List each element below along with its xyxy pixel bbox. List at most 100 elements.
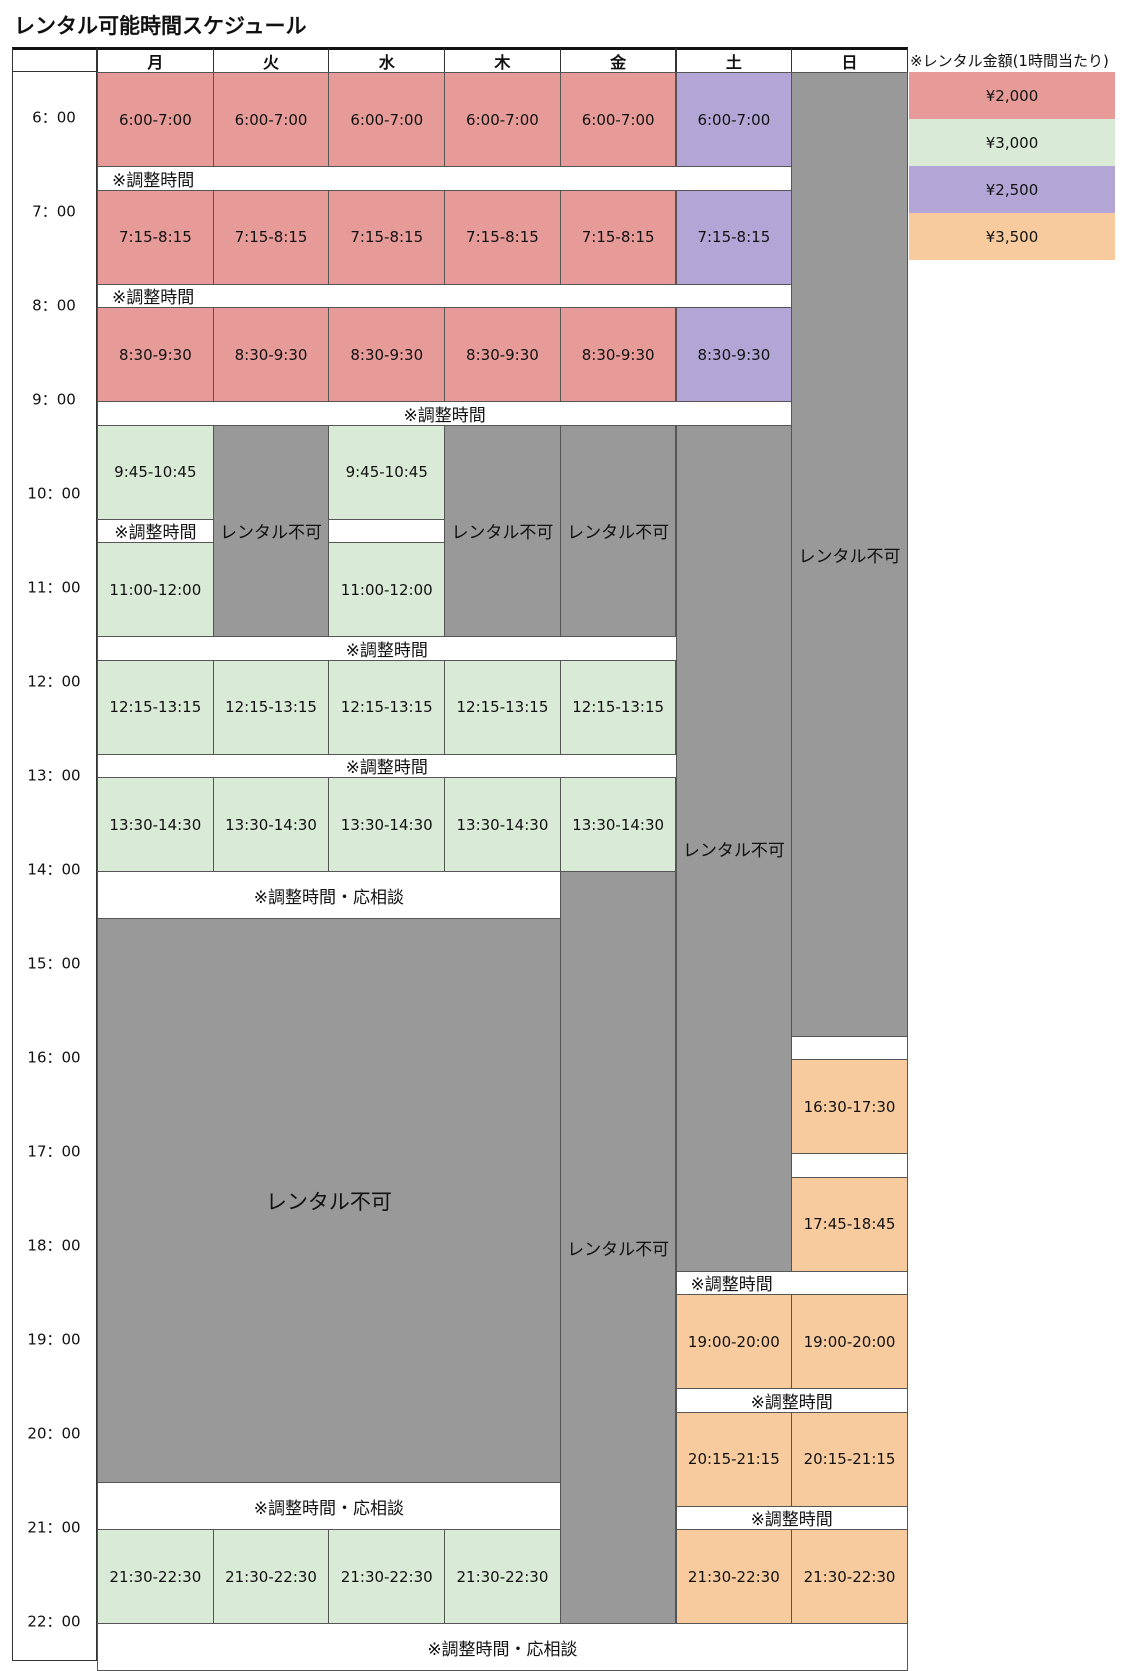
time-label: 14：00 <box>27 860 81 879</box>
price-legend-item: ¥2,500 <box>909 166 1115 213</box>
slot-cell: 7:15-8:15 <box>212 189 330 285</box>
unavailable-block: レンタル不可 <box>97 918 561 1483</box>
adjustment-bar: ※調整時間 <box>675 1270 908 1295</box>
slot-cell: 9:45-10:45 <box>328 424 446 520</box>
slot-cell: 7:15-8:15 <box>444 189 561 285</box>
adjustment-bar: ※調整時間 <box>675 1388 908 1413</box>
slot-cell: 8:30-9:30 <box>328 307 446 402</box>
time-label: 6：00 <box>32 108 76 127</box>
day-header: 月 <box>97 47 214 73</box>
slot-cell: 19:00-20:00 <box>675 1294 793 1389</box>
adjustment-bar: ※調整時間 <box>97 636 677 661</box>
slot-cell: 16:30-17:30 <box>791 1059 908 1154</box>
unavailable-block: レンタル不可 <box>791 72 908 1037</box>
adjustment-bar <box>791 1153 908 1178</box>
slot-cell: 21:30-22:30 <box>97 1529 214 1624</box>
slot-cell: 8:30-9:30 <box>212 307 330 402</box>
slot-cell: 8:30-9:30 <box>675 307 793 402</box>
time-label: 15：00 <box>27 954 81 973</box>
time-label: 22：00 <box>27 1612 81 1631</box>
slot-cell: 6:00-7:00 <box>559 72 677 167</box>
time-label: 16：00 <box>27 1048 81 1067</box>
time-column-header <box>12 47 97 72</box>
time-label: 8：00 <box>32 296 76 315</box>
time-label: 12：00 <box>27 672 81 691</box>
price-legend-item: ¥3,500 <box>909 213 1115 260</box>
adjustment-bar: ※調整時間 <box>97 753 677 778</box>
adjustment-bar: ※調整時間 <box>675 1505 908 1530</box>
time-label: 19：00 <box>27 1330 81 1349</box>
slot-cell: 12:15-13:15 <box>328 659 446 755</box>
slot-cell: 6:00-7:00 <box>444 72 561 167</box>
day-header: 木 <box>444 47 561 73</box>
time-label: 17：00 <box>27 1142 81 1161</box>
time-label: 13：00 <box>27 766 81 785</box>
slot-cell: 12:15-13:15 <box>97 659 214 755</box>
slot-cell: 6:00-7:00 <box>675 72 793 167</box>
slot-cell: 8:30-9:30 <box>97 307 214 402</box>
slot-cell: 12:15-13:15 <box>212 659 330 755</box>
slot-cell: 7:15-8:15 <box>675 189 793 285</box>
slot-cell: 6:00-7:00 <box>212 72 330 167</box>
slot-cell: 6:00-7:00 <box>97 72 214 167</box>
adjustment-bar <box>328 518 446 543</box>
slot-cell: 21:30-22:30 <box>328 1529 446 1624</box>
slot-cell: 7:15-8:15 <box>559 189 677 285</box>
slot-cell: 21:30-22:30 <box>675 1529 793 1624</box>
slot-cell: 8:30-9:30 <box>559 307 677 402</box>
slot-cell: 7:15-8:15 <box>97 189 214 285</box>
day-header: 土 <box>675 47 793 73</box>
price-legend-item: ¥2,000 <box>909 72 1115 119</box>
time-label: 9：00 <box>32 390 76 409</box>
adjustment-bar: ※調整時間 <box>97 283 793 308</box>
adjustment-bar: ※調整時間・応相談 <box>97 871 561 919</box>
day-header: 日 <box>791 47 908 73</box>
unavailable-block: レンタル不可 <box>212 424 330 637</box>
unavailable-block: レンタル不可 <box>559 424 677 637</box>
slot-cell: 13:30-14:30 <box>97 777 214 872</box>
slot-cell: 9:45-10:45 <box>97 424 214 520</box>
time-label: 10：00 <box>27 484 81 503</box>
adjustment-bar: ※調整時間 <box>97 166 793 191</box>
slot-cell: 13:30-14:30 <box>444 777 561 872</box>
slot-cell: 20:15-21:15 <box>675 1411 793 1507</box>
adjustment-bar: ※調整時間 <box>97 518 214 543</box>
price-legend-title: ※レンタル金額(1時間当たり) <box>910 52 1109 70</box>
price-value: ¥3,500 <box>985 227 1039 246</box>
slot-cell: 11:00-12:00 <box>97 542 214 637</box>
time-label: 11：00 <box>27 578 81 597</box>
slot-cell: 7:15-8:15 <box>328 189 446 285</box>
time-label: 21：00 <box>27 1518 81 1537</box>
slot-cell: 19:00-20:00 <box>791 1294 908 1389</box>
slot-cell: 11:00-12:00 <box>328 542 446 637</box>
unavailable-block: レンタル不可 <box>559 871 677 1624</box>
time-label: 20：00 <box>27 1424 81 1443</box>
slot-cell: 13:30-14:30 <box>212 777 330 872</box>
price-legend-item: ¥3,000 <box>909 119 1115 166</box>
slot-cell: 8:30-9:30 <box>444 307 561 402</box>
slot-cell: 21:30-22:30 <box>212 1529 330 1624</box>
unavailable-block: レンタル不可 <box>675 424 793 1272</box>
slot-cell: 20:15-21:15 <box>791 1411 908 1507</box>
slot-cell: 21:30-22:30 <box>444 1529 561 1624</box>
day-header: 金 <box>559 47 677 73</box>
slot-cell: 13:30-14:30 <box>328 777 446 872</box>
slot-cell: 13:30-14:30 <box>559 777 677 872</box>
adjustment-bar: ※調整時間・応相談 <box>97 1482 561 1530</box>
day-header: 火 <box>212 47 330 73</box>
adjustment-bar <box>791 1035 908 1060</box>
time-label: 7：00 <box>32 202 76 221</box>
adjustment-bar: ※調整時間 <box>97 401 793 426</box>
day-header: 水 <box>328 47 446 73</box>
slot-cell: 12:15-13:15 <box>444 659 561 755</box>
slot-cell: 17:45-18:45 <box>791 1176 908 1272</box>
time-label: 18：00 <box>27 1236 81 1255</box>
slot-cell: 12:15-13:15 <box>559 659 677 755</box>
unavailable-block: レンタル不可 <box>444 424 561 637</box>
price-value: ¥2,500 <box>985 180 1039 199</box>
slot-cell: 21:30-22:30 <box>791 1529 908 1624</box>
adjustment-bar: ※調整時間・応相談 <box>97 1623 908 1671</box>
time-column <box>12 47 97 1661</box>
slot-cell: 6:00-7:00 <box>328 72 446 167</box>
